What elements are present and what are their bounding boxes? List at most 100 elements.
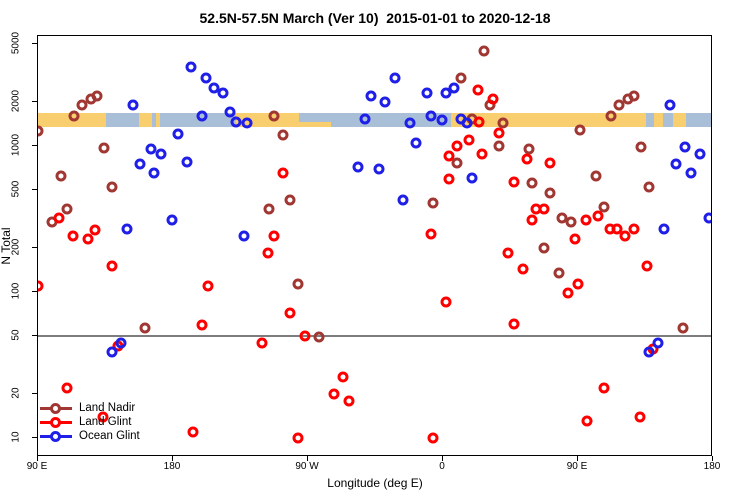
map-band-land-segment <box>138 113 152 127</box>
data-point-ocean-glint <box>224 106 236 118</box>
x-axis-title: Longitude (deg E) <box>327 476 423 490</box>
x-tick-mark <box>37 456 38 461</box>
data-point-land-glint <box>443 150 455 162</box>
data-point-ocean-glint <box>134 158 146 170</box>
data-point-land-glint <box>628 223 639 235</box>
data-point-land-glint <box>82 233 93 245</box>
data-point-land-glint <box>38 280 44 292</box>
data-point-land-glint <box>451 140 462 152</box>
data-point-land-glint <box>299 330 311 342</box>
data-point-ocean-glint <box>703 212 711 224</box>
reference-line-50 <box>38 334 711 337</box>
y-tick-mark <box>32 145 37 146</box>
data-point-land-glint <box>67 230 78 242</box>
land-nadir-symbol-icon <box>40 402 72 414</box>
data-point-ocean-glint <box>172 128 183 140</box>
data-point-ocean-glint <box>389 72 401 84</box>
data-point-land-nadir <box>643 181 654 193</box>
data-point-ocean-glint <box>115 337 126 349</box>
y-tick-label: 10 <box>10 431 22 443</box>
data-point-ocean-glint <box>106 346 117 358</box>
data-point-land-glint <box>508 176 519 188</box>
y-tick-label: 500 <box>10 180 22 198</box>
data-point-ocean-glint <box>670 158 681 170</box>
data-point-ocean-glint <box>238 230 249 242</box>
data-point-land-glint <box>343 395 354 407</box>
data-point-land-nadir <box>91 90 102 102</box>
data-point-land-glint <box>581 415 593 427</box>
y-tick-mark <box>32 188 37 190</box>
data-point-land-glint <box>292 432 303 444</box>
data-point-ocean-glint <box>685 167 696 179</box>
data-point-land-glint <box>106 260 117 272</box>
data-point-ocean-glint <box>440 87 452 99</box>
data-point-land-nadir <box>598 201 609 213</box>
data-point-land-nadir <box>68 110 80 122</box>
data-point-ocean-glint <box>181 156 192 168</box>
data-point-land-nadir <box>98 142 110 154</box>
legend-label-land-glint: Land Glint <box>79 416 132 428</box>
data-point-ocean-glint <box>373 163 384 175</box>
data-point-land-glint <box>268 230 279 242</box>
data-point-land-glint <box>443 173 455 185</box>
y-tick-label: 2000 <box>10 89 22 113</box>
x-tick-label: 90 E <box>566 461 588 472</box>
data-point-land-glint <box>502 247 513 259</box>
data-point-land-glint <box>97 411 108 423</box>
data-point-ocean-glint <box>241 117 252 129</box>
data-point-ocean-glint <box>166 214 177 226</box>
data-point-land-nadir <box>605 110 617 122</box>
data-point-land-glint <box>580 214 591 226</box>
data-point-land-nadir <box>139 322 150 334</box>
data-point-land-nadir <box>61 203 72 215</box>
data-point-land-nadir <box>38 125 44 137</box>
data-point-land-glint <box>569 233 581 245</box>
data-point-ocean-glint <box>230 116 242 128</box>
data-point-land-nadir <box>292 278 303 290</box>
data-point-ocean-glint <box>155 148 167 160</box>
x-tick-label: 90 W <box>295 461 319 472</box>
legend-item-ocean-glint: Ocean Glint <box>40 429 140 443</box>
data-point-ocean-glint <box>196 110 207 122</box>
data-point-land-nadir <box>451 157 462 169</box>
data-point-ocean-glint <box>352 161 363 173</box>
data-point-land-glint <box>425 228 437 240</box>
x-tick-label: 90 E <box>26 461 48 472</box>
data-point-land-glint <box>538 203 549 215</box>
data-point-land-nadir <box>635 141 647 153</box>
data-point-land-nadir <box>313 331 324 343</box>
data-point-land-glint <box>202 280 213 292</box>
data-point-land-glint <box>476 148 488 160</box>
data-point-land-glint <box>641 260 653 272</box>
data-point-ocean-glint <box>410 137 422 149</box>
data-point-ocean-glint <box>121 223 132 235</box>
data-point-land-nadir <box>277 129 288 141</box>
data-point-ocean-glint <box>658 223 669 235</box>
ocean-glint-symbol-icon <box>40 430 72 442</box>
data-point-land-nadir <box>544 187 555 199</box>
y-tick-label: 20 <box>10 387 22 399</box>
data-point-ocean-glint <box>185 61 197 73</box>
x-tick-label: 0 <box>439 461 445 472</box>
data-point-ocean-glint <box>379 96 390 108</box>
data-point-ocean-glint <box>148 167 159 179</box>
y-axis-title: N Total <box>0 227 13 265</box>
y-tick-mark <box>32 42 37 44</box>
data-point-ocean-glint <box>208 82 219 94</box>
y-tick-label: 50 <box>10 329 22 341</box>
legend: Land Nadir Land Glint Ocean Glint <box>40 401 140 443</box>
data-point-land-nadir <box>590 170 602 182</box>
data-point-ocean-glint <box>397 194 408 205</box>
y-tick-mark <box>32 291 37 292</box>
y-tick-label: 1000 <box>10 133 22 157</box>
x-tick-mark <box>307 456 308 461</box>
data-point-land-nadir <box>574 124 585 136</box>
data-point-land-glint <box>544 157 555 169</box>
chart-title: 52.5N-57.5N March (Ver 10) 2015-01-01 to… <box>199 10 551 26</box>
data-point-ocean-glint <box>436 114 447 126</box>
data-point-land-glint <box>89 224 101 236</box>
data-point-land-glint <box>517 263 528 275</box>
data-point-ocean-glint <box>217 87 228 99</box>
data-point-land-glint <box>611 223 623 235</box>
